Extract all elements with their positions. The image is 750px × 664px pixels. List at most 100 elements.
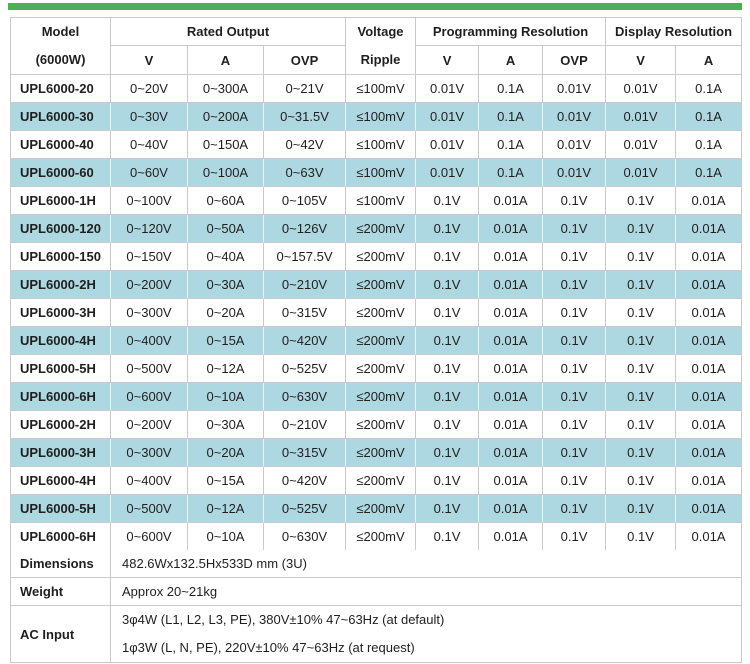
spec-cell: 0.1V — [543, 243, 607, 271]
table-row: UPL6000-4H 0~400V 0~15A 0~420V ≤200mV 0.1V 0.0… — [11, 327, 742, 355]
spec-cell: 0.01A — [676, 271, 742, 299]
model-cell: UPL6000-40 — [11, 131, 111, 159]
weight-row: Weight Approx 20~21kg — [11, 578, 742, 606]
spec-cell: 0~10A — [188, 523, 264, 550]
spec-cell: 0.01A — [691, 529, 726, 544]
spec-cell: 0.1V — [606, 215, 677, 243]
spec-cell: 0.01V — [543, 131, 607, 159]
spec-cell: 0.01A — [479, 523, 544, 550]
header-voltage-ripple: Voltage Ripple — [346, 18, 417, 75]
spec-cell: 0.1V — [543, 299, 607, 327]
spec-cell: 0~31.5V — [264, 103, 347, 131]
spec-cell: 0~30V — [111, 103, 188, 131]
ac-input-value: 3φ4W (L1, L2, L3, PE), 380V±10% 47~63Hz … — [111, 606, 741, 662]
model-cell: UPL6000-4H — [11, 327, 111, 355]
spec-cell: 0.1V — [543, 187, 607, 215]
spec-cell: ≤100mV — [346, 75, 417, 103]
spec-cell: ≤200mV — [346, 383, 417, 411]
spec-cell: 0.1V — [416, 467, 480, 495]
spec-cell: 0.1V — [606, 383, 677, 411]
spec-cell: 0.01A — [676, 215, 742, 243]
spec-cell: 0.1V — [543, 215, 607, 243]
spec-cell: 0.1A — [479, 75, 544, 103]
subheader-disp-v: V — [606, 46, 677, 75]
spec-cell: 0~500V — [111, 495, 188, 523]
spec-cell: 0.1V — [416, 299, 480, 327]
spec-cell: 0.1V — [606, 299, 677, 327]
spec-cell: 0.1V — [416, 523, 480, 550]
spec-cell: 0.1V — [543, 355, 607, 383]
table-row: UPL6000-3H 0~300V 0~20A 0~315V ≤200mV 0.1V 0.0… — [11, 299, 742, 327]
model-cell: UPL6000-30 — [11, 103, 111, 131]
spec-cell: ≤200mV — [346, 327, 417, 355]
spec-cell: 0.1A — [676, 75, 742, 103]
subheader-rated-a: A — [188, 46, 264, 75]
spec-cell: 0.01A — [479, 411, 544, 439]
spec-cell: 0.01A — [676, 355, 742, 383]
spec-cell: 0~100A — [188, 159, 264, 187]
spec-cell: 0.1A — [676, 131, 742, 159]
table-row: UPL6000-20 0~20V 0~300A 0~21V ≤100mV 0.01V 0.1… — [11, 75, 742, 103]
spec-cell: ≤200mV — [346, 215, 417, 243]
spec-cell: 0.01A — [676, 187, 742, 215]
spec-cell: 0~525V — [264, 355, 347, 383]
spec-cell: 0.01A — [479, 271, 544, 299]
subheader-rated-v: V — [111, 46, 188, 75]
spec-cell: 0.1V — [543, 523, 607, 550]
spec-cell: 0.1V — [416, 495, 480, 523]
spec-cell: 0.1V — [543, 383, 607, 411]
spec-cell: 0.1V — [606, 439, 677, 467]
dimensions-label: Dimensions — [11, 550, 111, 578]
spec-cell: 0~210V — [264, 411, 347, 439]
spec-cell: 0.1V — [416, 271, 480, 299]
spec-cell: 0~100V — [111, 187, 188, 215]
spec-cell: 0.01V — [606, 103, 677, 131]
spec-cell: ≤200mV — [346, 467, 417, 495]
spec-cell: 0~15A — [188, 327, 264, 355]
table-row: UPL6000-6H 0~600V 0~10A 0~630V ≤200mV 0.1V 0.0… — [11, 523, 741, 550]
spec-cell: 0.01V — [543, 103, 607, 131]
spec-cell: 0.1V — [606, 495, 677, 523]
spec-cell: 0.1A — [676, 103, 742, 131]
spec-cell: 0~63V — [264, 159, 347, 187]
model-cell: UPL6000-150 — [11, 243, 111, 271]
header-model-line1: Model — [41, 24, 80, 39]
spec-cell: 0~150V — [111, 243, 188, 271]
spec-cell: 0.01A — [479, 327, 544, 355]
spec-cell: ≤100mV — [346, 187, 417, 215]
dimensions-value: 482.6Wx132.5Hx533D mm (3U) — [111, 550, 742, 578]
spec-cell: 0~315V — [264, 299, 347, 327]
model-cell: UPL6000-4H — [11, 467, 111, 495]
accent-bar — [8, 3, 742, 10]
spec-cell: 0~40V — [111, 131, 188, 159]
spec-cell: 0.1A — [676, 159, 742, 187]
spec-cell: 0.01A — [676, 411, 742, 439]
subheader-prog-ovp: OVP — [543, 46, 607, 75]
spec-cell: ≤200mV — [346, 271, 417, 299]
ac-input-line2: 1φ3W (L, N, PE), 220V±10% 47~63Hz (at re… — [122, 640, 415, 655]
spec-cell: 0.01V — [543, 75, 607, 103]
subheader-prog-v: V — [416, 46, 480, 75]
spec-cell: 0.1V — [416, 187, 480, 215]
spec-cell: 0.1V — [543, 439, 607, 467]
spec-rows: UPL6000-20 0~20V 0~300A 0~21V ≤100mV 0.01V 0.1… — [11, 75, 742, 550]
spec-cell: 0.01A — [479, 243, 544, 271]
header-voltage-line2: Ripple — [360, 52, 401, 67]
model-cell: UPL6000-6H — [11, 383, 111, 411]
spec-cell: 0~42V — [264, 131, 347, 159]
ac-input-line1: 3φ4W (L1, L2, L3, PE), 380V±10% 47~63Hz … — [122, 612, 445, 627]
model-cell: UPL6000-3H — [11, 439, 111, 467]
spec-cell: 0.1V — [606, 467, 677, 495]
spec-cell: 0~50A — [188, 215, 264, 243]
model-cell: UPL6000-20 — [11, 75, 111, 103]
spec-cell: 0.01V — [416, 131, 480, 159]
spec-cell: 0~15A — [188, 467, 264, 495]
spec-cell: ≤100mV — [346, 159, 417, 187]
spec-cell: 0~20A — [188, 439, 264, 467]
spec-cell: 0~210V — [264, 271, 347, 299]
spec-cell: 0~120V — [111, 215, 188, 243]
model-cell: UPL6000-1H — [11, 187, 111, 215]
spec-cell: 0~300A — [188, 75, 264, 103]
spec-cell: 0.01A — [479, 187, 544, 215]
dimensions-row: Dimensions 482.6Wx132.5Hx533D mm (3U) — [11, 550, 742, 578]
